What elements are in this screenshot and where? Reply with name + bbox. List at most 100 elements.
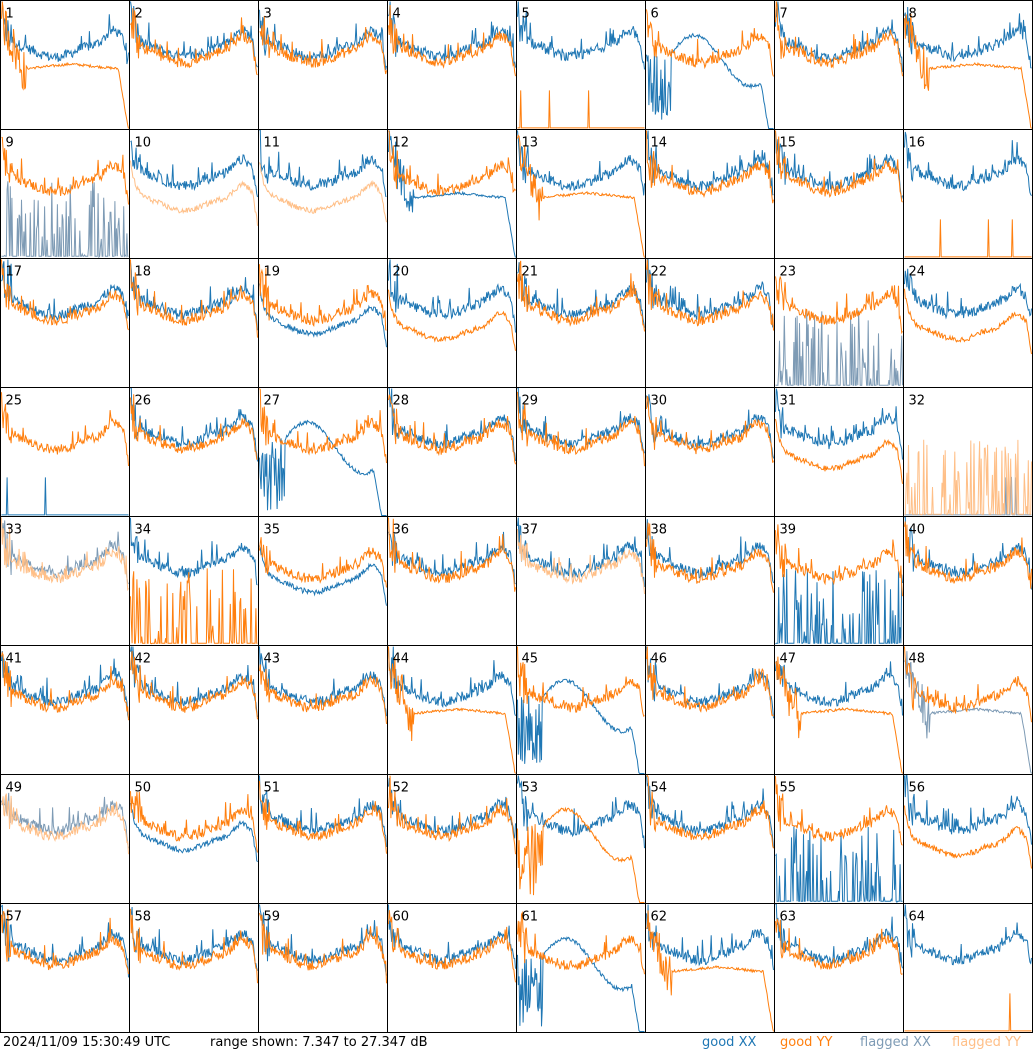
series-xx (388, 777, 516, 839)
series-yy (1, 651, 129, 721)
panel-label: 55 (780, 781, 797, 796)
series-xx (517, 936, 645, 1032)
panel-8: 8 (903, 0, 1033, 130)
series-xx (130, 388, 258, 462)
series-yy (775, 918, 903, 975)
panel-frame (258, 774, 388, 904)
panel-label: 58 (135, 910, 152, 925)
panel-frame (258, 903, 388, 1033)
series-yy (904, 219, 1032, 258)
series-xx (646, 904, 774, 971)
panel-label: 45 (522, 652, 539, 667)
panel-label: 2 (135, 7, 143, 22)
panel-1: 1 (0, 0, 130, 130)
panel-7: 7 (774, 0, 904, 130)
panel-frame (645, 129, 775, 259)
series-yy (388, 910, 516, 983)
series-yy (130, 8, 258, 76)
legend-good-yy: good YY (780, 1033, 832, 1053)
series-yy (1, 136, 129, 205)
panel-62: 62 (645, 903, 775, 1033)
panel-label: 4 (393, 7, 401, 22)
series-yy (130, 568, 258, 645)
panel-33: 33 (0, 516, 130, 646)
panel-4: 4 (387, 0, 517, 130)
series-yy (517, 528, 645, 595)
series-xx (904, 904, 1032, 966)
panel-label: 17 (6, 265, 23, 280)
panel-23: 23 (774, 258, 904, 388)
panel-label: 22 (651, 265, 668, 280)
series-yy (646, 774, 774, 849)
panel-51: 51 (258, 774, 388, 904)
panel-label: 33 (6, 523, 23, 538)
series-yy (517, 391, 645, 467)
panel-label: 54 (651, 781, 668, 796)
panel-20: 20 (387, 258, 517, 388)
panel-label: 11 (264, 136, 281, 151)
series-yy (130, 394, 258, 460)
panel-label: 56 (909, 781, 926, 796)
panel-frame (387, 516, 517, 646)
panel-34: 34 (129, 516, 259, 646)
panel-12: 12 (387, 129, 517, 259)
panel-59: 59 (258, 903, 388, 1033)
panel-37: 37 (516, 516, 646, 646)
panel-label: 28 (393, 394, 410, 409)
panel-16: 16 (903, 129, 1033, 259)
series-yy (517, 806, 645, 903)
panel-frame (516, 645, 646, 775)
series-xx (388, 646, 516, 716)
panel-46: 46 (645, 645, 775, 775)
panel-frame (516, 387, 646, 517)
panel-14: 14 (645, 129, 775, 259)
panel-19: 19 (258, 258, 388, 388)
series-yy (517, 646, 645, 717)
panel-35: 35 (258, 516, 388, 646)
panel-29: 29 (516, 387, 646, 517)
series-yy (1, 517, 129, 592)
panel-label: 44 (393, 652, 410, 667)
series-xx (646, 519, 774, 584)
series-xx (904, 476, 1032, 516)
panel-label: 24 (909, 265, 926, 280)
series-xx (517, 678, 645, 774)
series-xx (1, 181, 129, 259)
legend-flagged-xx-word: flagged (860, 1035, 909, 1050)
panel-10: 10 (129, 129, 259, 259)
series-xx (388, 531, 516, 585)
series-xx (259, 130, 387, 197)
series-yy (904, 805, 1032, 869)
panel-49: 49 (0, 774, 130, 904)
series-yy (259, 264, 387, 331)
panel-label: 42 (135, 652, 152, 667)
series-xx (388, 259, 516, 333)
series-xx (130, 262, 258, 331)
panel-40: 40 (903, 516, 1033, 646)
panel-label: 3 (264, 7, 272, 22)
panel-25: 25 (0, 387, 130, 517)
panel-54: 54 (645, 774, 775, 904)
panel-label: 40 (909, 523, 926, 538)
panel-label: 43 (264, 652, 281, 667)
panel-frame (129, 129, 259, 259)
panel-39: 39 (774, 516, 904, 646)
panel-9: 9 (0, 129, 130, 259)
panel-frame (645, 645, 775, 775)
panel-label: 31 (780, 394, 797, 409)
series-yy (259, 388, 387, 464)
panel-frame (387, 387, 517, 517)
panel-label: 16 (909, 136, 926, 151)
panel-frame (258, 129, 388, 259)
series-xx (517, 517, 645, 587)
series-xx (259, 775, 387, 848)
panel-57: 57 (0, 903, 130, 1033)
series-xx (1, 904, 129, 978)
series-xx (1, 792, 129, 849)
series-yy (388, 289, 516, 351)
series-xx (517, 775, 645, 849)
panel-6: 6 (645, 0, 775, 130)
panel-31: 31 (774, 387, 904, 517)
panel-label: 20 (393, 265, 410, 280)
panel-63: 63 (774, 903, 904, 1033)
